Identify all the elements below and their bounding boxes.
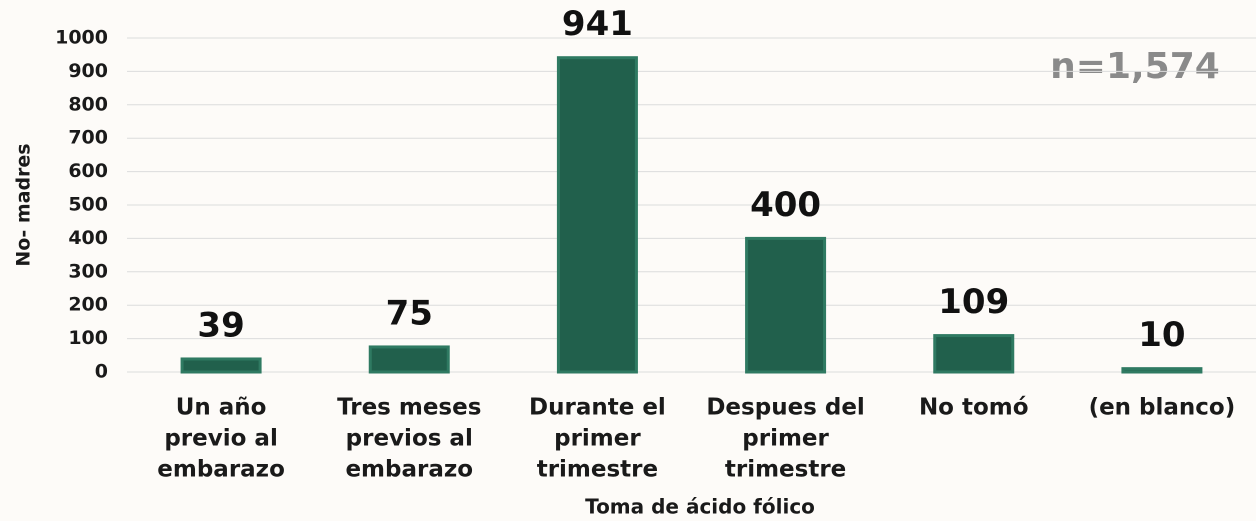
bar [556, 56, 638, 374]
x-tick-label: trimestre [537, 457, 658, 483]
bar [368, 345, 450, 374]
y-tick-label: 500 [68, 194, 108, 216]
y-tick-label: 600 [68, 160, 108, 182]
bar [933, 334, 1015, 374]
value-label: 39 [197, 305, 244, 345]
bar [745, 236, 827, 374]
bar [1121, 367, 1203, 374]
y-tick-label: 400 [68, 227, 108, 249]
y-tick-label: 100 [68, 327, 108, 349]
x-tick-label: Un año [176, 395, 267, 421]
x-tick-label: embarazo [345, 457, 473, 483]
bar [180, 357, 262, 374]
value-label: 941 [562, 4, 633, 44]
value-label: 75 [386, 293, 433, 333]
x-tick-label: previos al [346, 426, 473, 452]
x-tick-label: trimestre [725, 457, 846, 483]
y-tick-label: 200 [68, 294, 108, 316]
x-tick-label: primer [742, 426, 829, 452]
value-label: 109 [938, 282, 1009, 322]
x-axis-label: Toma de ácido fólico [585, 495, 815, 519]
y-tick-label: 1000 [55, 27, 108, 49]
y-tick-label: 700 [68, 127, 108, 149]
x-tick-label: primer [554, 426, 641, 452]
y-tick-label: 800 [68, 93, 108, 115]
y-tick-label: 900 [68, 60, 108, 82]
annotation: n=1,574 [1050, 46, 1220, 87]
value-label: 400 [750, 185, 821, 225]
y-tick-label: 300 [68, 260, 108, 282]
y-axis-label: No- madres [13, 143, 35, 266]
x-tick-label: No tomó [919, 395, 1029, 421]
y-tick-label: 0 [95, 361, 108, 383]
x-tick-label: Durante el [529, 395, 666, 421]
value-label: 10 [1138, 315, 1185, 355]
x-tick-label: embarazo [157, 457, 285, 483]
x-tick-label: previo al [164, 426, 278, 452]
x-tick-label: Tres meses [337, 395, 481, 421]
x-tick-label: (en blanco) [1089, 395, 1236, 421]
x-tick-label: Despues del [706, 395, 864, 421]
